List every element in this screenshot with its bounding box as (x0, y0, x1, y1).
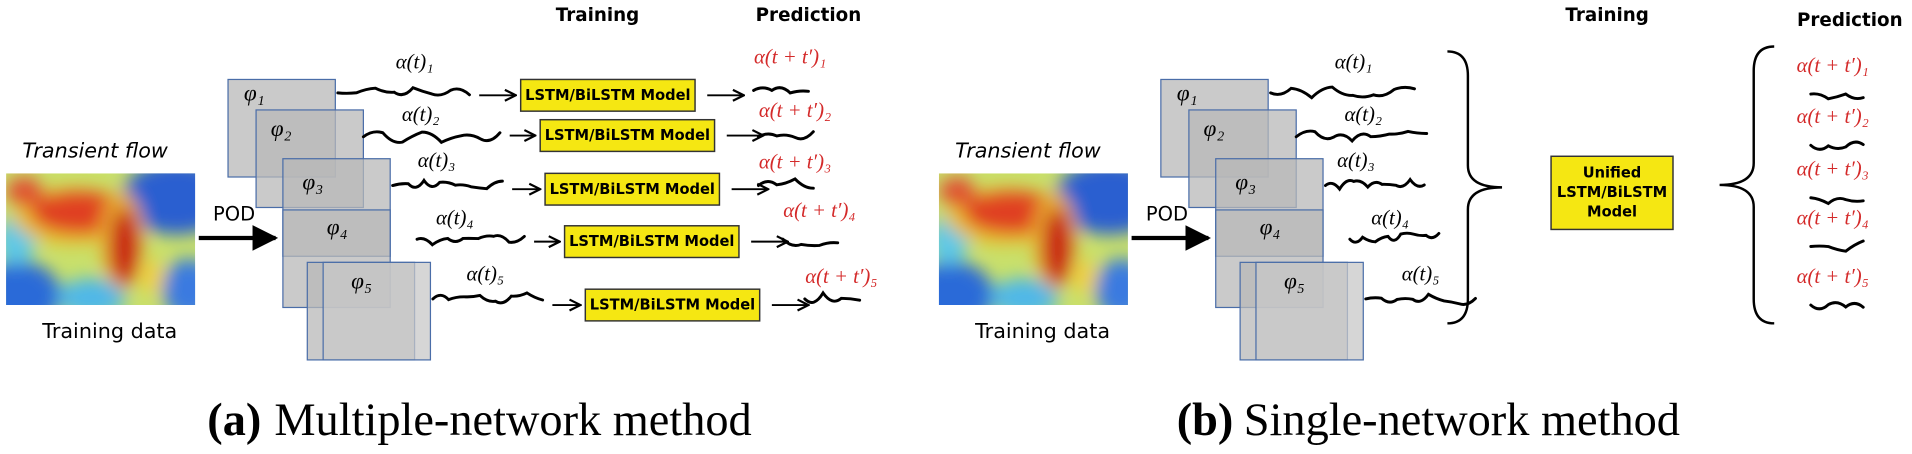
signal-curve (781, 237, 840, 248)
signal-curve (756, 177, 815, 190)
signal-curve (1809, 92, 1865, 101)
model-label: LSTM/BiLSTM Model (590, 297, 755, 314)
caption: Single-network method (1244, 395, 1680, 446)
prediction-label: α(t + t′)₄ (1797, 207, 1869, 229)
signal-curve (1324, 177, 1426, 192)
mode-label: φ₁ (1177, 81, 1198, 107)
prediction-label: α(t + t′)₃ (759, 151, 831, 173)
coefficient-label: α(t)₁ (1335, 51, 1373, 73)
coefficient-label: α(t)₂ (402, 104, 440, 126)
prediction-header: Prediction (756, 5, 862, 26)
signal-curve (1809, 301, 1865, 311)
prediction-label: α(t + t′)₃ (1797, 159, 1869, 181)
model-box (544, 172, 721, 206)
mode-label: φ₅ (351, 268, 372, 294)
signal-curve (1809, 196, 1865, 206)
coefficient-label: α(t)₃ (418, 150, 456, 172)
flow-field-image (908, 161, 1164, 329)
flow-field-image (0, 161, 232, 329)
coefficient-label: α(t)₃ (1337, 150, 1375, 172)
prediction-label: α(t + t′)₂ (1797, 106, 1869, 128)
brace (1447, 50, 1503, 325)
input-label: Transient flow (22, 138, 168, 162)
mode-label: φ₃ (302, 170, 323, 196)
coefficient-label: α(t)₂ (1344, 104, 1382, 126)
model-label: LSTM/BiLSTM Model (569, 233, 734, 250)
mode-label: φ₄ (327, 215, 348, 241)
signal-curve (431, 291, 545, 305)
signal-curve (415, 234, 526, 247)
coefficient-label: α(t)₄ (436, 207, 474, 229)
prediction-label: α(t + t′)₁ (1797, 55, 1869, 77)
mode-square (1255, 261, 1364, 361)
input-label: Transient flow (955, 138, 1101, 162)
signal-curve (1269, 85, 1416, 100)
prediction-label: α(t + t′)₄ (783, 200, 855, 222)
signal-curve (803, 290, 862, 304)
mode-label: φ₃ (1235, 170, 1256, 196)
unified-model-label: LSTM/BiLSTM (1557, 184, 1667, 201)
model-box (584, 288, 761, 322)
caption-label: (a) (207, 395, 261, 446)
coefficient-label: α(t)₅ (466, 264, 504, 286)
model-box (519, 78, 696, 112)
mode-label: φ₄ (1260, 215, 1281, 241)
brace (1719, 45, 1775, 325)
signal-curve (1294, 129, 1429, 144)
mode-square (322, 261, 432, 361)
signal-curve (391, 177, 504, 191)
mode-label: φ₂ (1204, 116, 1225, 142)
coefficient-label: α(t)₁ (396, 51, 434, 73)
prediction-header: Prediction (1797, 10, 1903, 31)
coefficient-label: α(t)₅ (1402, 264, 1440, 286)
caption: Multiple-network method (274, 395, 751, 446)
mode-label: φ₁ (244, 81, 265, 107)
unified-model-label: Unified (1583, 164, 1642, 181)
data-label: Training data (974, 319, 1110, 343)
prediction-label: α(t + t′)₂ (759, 100, 831, 122)
transform-label: POD (213, 202, 255, 225)
signal-curve (756, 130, 815, 141)
signal-curve (361, 130, 502, 145)
prediction-label: α(t + t′)₅ (805, 266, 877, 288)
model-label: LSTM/BiLSTM Model (525, 87, 690, 104)
prediction-label: α(t + t′)₁ (754, 46, 826, 68)
model-label: LSTM/BiLSTM Model (545, 127, 710, 144)
training-header: Training (556, 5, 639, 26)
model-label: LSTM/BiLSTM Model (550, 181, 715, 198)
training-header: Training (1565, 5, 1648, 26)
signal-curve (336, 85, 471, 97)
unified-model-box (1550, 155, 1674, 231)
signal-curve (752, 86, 810, 95)
signal-curve (1809, 239, 1865, 253)
caption-label: (b) (1177, 395, 1234, 446)
mode-label: φ₂ (271, 116, 292, 142)
data-label: Training data (41, 319, 177, 343)
unified-model-label: Model (1587, 203, 1637, 220)
transform-label: POD (1146, 202, 1188, 225)
model-box (563, 225, 740, 259)
coefficient-label: α(t)₄ (1371, 207, 1409, 229)
signal-curve (1364, 292, 1477, 306)
prediction-label: α(t + t′)₅ (1797, 266, 1869, 288)
signal-curve (1809, 140, 1865, 151)
signal-curve (1348, 231, 1441, 244)
model-box (539, 118, 716, 153)
mode-label: φ₅ (1284, 268, 1305, 294)
